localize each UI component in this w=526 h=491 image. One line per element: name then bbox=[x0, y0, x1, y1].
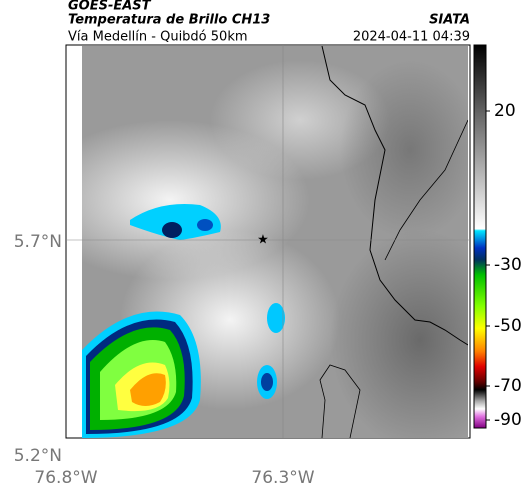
route: Vía Medellín - Quibdó 50km bbox=[68, 30, 248, 45]
lat-label: 5.2°N bbox=[14, 446, 62, 466]
colorbar-label: -30 bbox=[494, 255, 522, 275]
colorbar-label: 20 bbox=[494, 101, 516, 121]
colorbar-label: -50 bbox=[494, 316, 522, 336]
timestamp: 2024-04-11 04:39 bbox=[353, 30, 470, 45]
colorbar bbox=[473, 44, 487, 429]
city-marker: ★ bbox=[257, 233, 269, 248]
satellite-image bbox=[82, 46, 468, 438]
colorbar-label: -70 bbox=[494, 376, 522, 396]
colorbar-ticks bbox=[486, 110, 490, 421]
agency: SIATA bbox=[429, 13, 470, 28]
lon-label: 76.8°W bbox=[34, 468, 97, 488]
source: GOES-EAST bbox=[68, 0, 152, 14]
colorbar-label: -90 bbox=[494, 410, 522, 430]
lat-label: 5.7°N bbox=[14, 232, 62, 252]
lon-label: 76.3°W bbox=[251, 468, 314, 488]
product: Temperatura de Brillo CH13 bbox=[68, 13, 270, 28]
